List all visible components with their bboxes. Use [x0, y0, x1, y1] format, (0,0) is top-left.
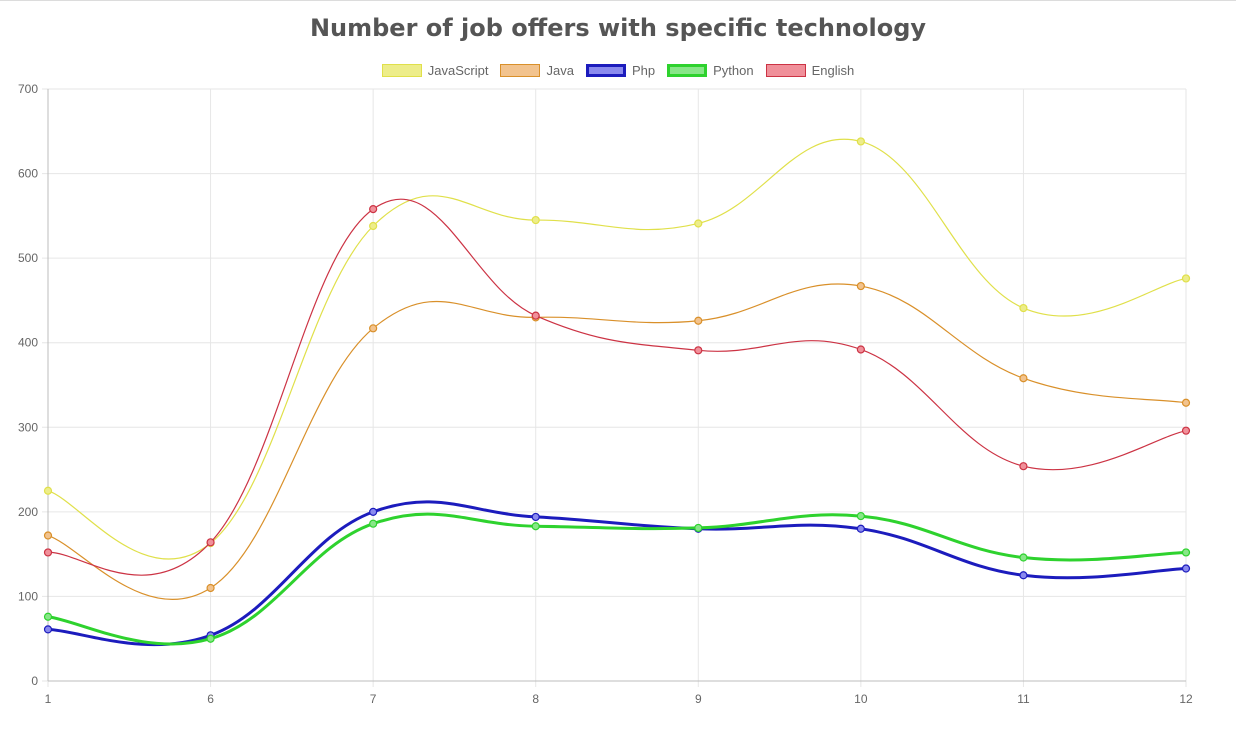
data-point-english: [43, 548, 53, 557]
data-point-python: [43, 612, 53, 621]
data-point-python: [206, 634, 215, 643]
x-tick-label: 10: [854, 692, 868, 706]
data-point-java: [369, 324, 378, 333]
series-line-php: [47, 500, 1187, 647]
legend-item-php[interactable]: Php: [585, 63, 656, 78]
data-point-javascript: [43, 486, 53, 495]
y-tick-label: 300: [18, 420, 38, 434]
series-php: [43, 500, 1191, 647]
y-tick-label: 200: [18, 505, 38, 519]
y-tick-label: 400: [18, 336, 38, 350]
data-point-python: [694, 523, 703, 533]
legend-swatch: [667, 64, 708, 77]
legend-label: Java: [546, 63, 574, 78]
series-english: [43, 198, 1191, 576]
data-point-english: [1019, 462, 1028, 471]
legend-item-python[interactable]: Python: [667, 63, 754, 78]
y-tick-label: 100: [18, 589, 38, 603]
data-point-english: [369, 204, 378, 214]
legend-label: English: [811, 63, 855, 78]
legend-item-java[interactable]: Java: [500, 63, 574, 78]
y-tick-label: 0: [31, 674, 38, 688]
legend-item-javascript[interactable]: JavaScript: [381, 63, 489, 78]
x-tick-label: 6: [207, 692, 214, 706]
data-point-english: [694, 346, 703, 355]
legend-label: Python: [713, 63, 754, 78]
y-tick-label: 600: [18, 167, 38, 181]
data-point-php: [1181, 564, 1191, 573]
legend-swatch: [381, 64, 422, 77]
series-line-english: [47, 198, 1187, 576]
data-point-java: [694, 316, 703, 325]
data-point-java: [206, 583, 215, 593]
legend-swatch: [765, 64, 806, 77]
legend-swatch: [500, 64, 541, 77]
series-python: [43, 511, 1191, 646]
legend: JavaScript Java Php Python English: [0, 63, 1236, 78]
data-point-php: [856, 524, 865, 533]
top-border: [0, 0, 1236, 1]
data-point-python: [1181, 548, 1191, 557]
y-tick-label: 700: [18, 82, 38, 96]
data-point-python: [369, 519, 378, 528]
x-tick-label: 8: [532, 692, 539, 706]
data-point-javascript: [1181, 274, 1191, 283]
data-point-javascript: [694, 219, 703, 228]
data-point-english: [206, 538, 215, 547]
data-point-english: [856, 345, 865, 354]
data-point-javascript: [856, 137, 865, 146]
data-point-java: [1181, 398, 1191, 407]
x-tick-label: 1: [45, 692, 52, 706]
x-tick-label: 12: [1179, 692, 1193, 706]
data-point-java: [43, 531, 53, 540]
y-tick-label: 500: [18, 251, 38, 265]
data-point-javascript: [369, 221, 378, 231]
data-point-php: [1019, 571, 1028, 580]
legend-label: Php: [631, 63, 656, 78]
data-point-php: [43, 625, 53, 634]
data-point-java: [1019, 374, 1028, 383]
legend-item-english[interactable]: English: [765, 63, 855, 78]
data-point-php: [369, 507, 378, 516]
data-point-python: [1019, 553, 1028, 562]
series-line-python: [47, 512, 1187, 646]
data-point-python: [856, 511, 865, 521]
series-line-java: [47, 283, 1187, 601]
data-point-english: [531, 311, 540, 320]
data-point-english: [1181, 426, 1191, 435]
x-tick-label: 7: [370, 692, 377, 706]
series-javascript: [43, 137, 1191, 560]
data-point-python: [531, 522, 540, 531]
legend-swatch: [585, 64, 626, 77]
data-point-javascript: [531, 215, 540, 225]
data-point-javascript: [1019, 303, 1028, 313]
data-point-php: [531, 512, 540, 522]
data-point-java: [856, 281, 865, 291]
series-line-javascript: [47, 138, 1187, 560]
x-tick-label: 11: [1017, 692, 1030, 706]
x-tick-label: 9: [695, 692, 702, 706]
series-java: [43, 281, 1191, 601]
chart-title: Number of job offers with specific techn…: [309, 14, 927, 42]
legend-label: JavaScript: [427, 63, 489, 78]
